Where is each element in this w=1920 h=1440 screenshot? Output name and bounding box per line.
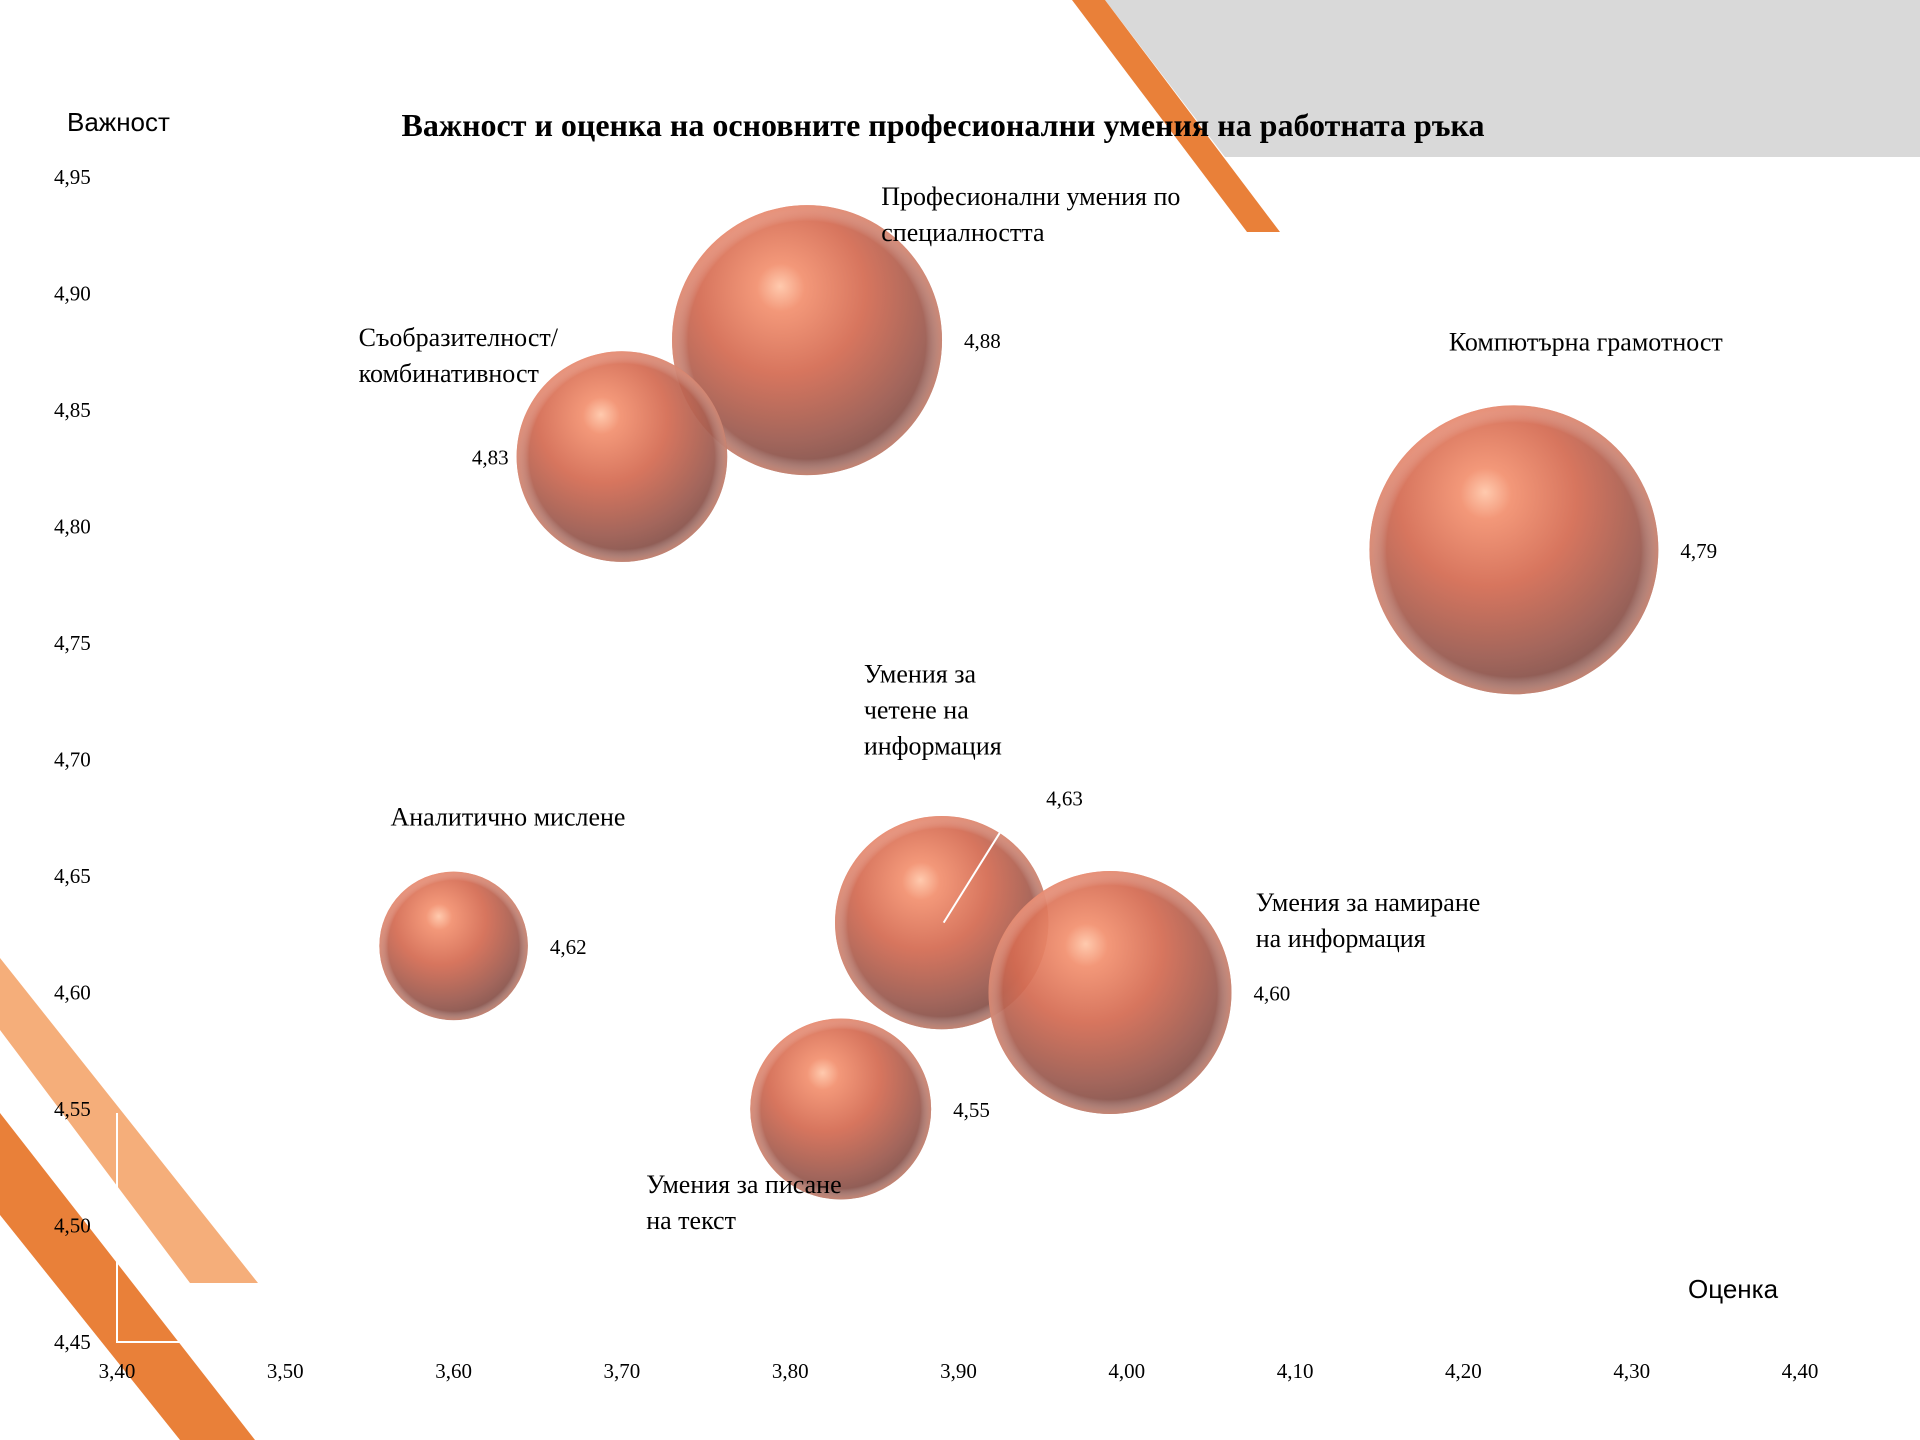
- x-tick-label: 3,40: [99, 1359, 136, 1383]
- x-axis-ticks: 3,40 3,50 3,60 3,70 3,80 3,90 4,00 4,10 4,20 4,30…: [99, 1359, 1819, 1383]
- bubble-name-label: Умения за писане на текст: [646, 1170, 841, 1235]
- y-tick-label: 4,60: [54, 981, 91, 1005]
- bubble-value-label: 4,62: [550, 935, 587, 959]
- y-tick-label: 4,85: [54, 398, 91, 422]
- y-tick-label: 4,95: [54, 165, 91, 189]
- x-tick-label: 3,50: [267, 1359, 304, 1383]
- y-tick-label: 4,80: [54, 515, 91, 539]
- bubble-name-label: Компютърна грамотност: [1449, 327, 1723, 356]
- y-tick-label: 4,75: [54, 631, 91, 655]
- peach-bottom-stripe: [0, 958, 258, 1283]
- bubble-rim: [988, 871, 1232, 1114]
- y-axis-label: Важност: [67, 107, 170, 137]
- x-axis-label: Оценка: [1688, 1274, 1779, 1304]
- bubble-value-label: 4,63: [1046, 786, 1083, 810]
- bubble-value-label: 4,83: [472, 446, 509, 470]
- bubble-rim: [379, 871, 528, 1021]
- bubble-value-label: 4,79: [1680, 539, 1717, 563]
- orange-top-stripe: [1072, 0, 1280, 232]
- y-tick-label: 4,55: [54, 1097, 91, 1121]
- bubble-value-label: 4,60: [1253, 982, 1290, 1006]
- x-tick-label: 3,70: [604, 1359, 641, 1383]
- x-tick-label: 4,10: [1277, 1359, 1314, 1383]
- bubble-name-label: Аналитично мислене: [390, 803, 625, 832]
- y-tick-label: 4,45: [54, 1330, 91, 1354]
- y-tick-label: 4,70: [54, 748, 91, 772]
- chart-title: Важност и оценка на основните професиона…: [402, 107, 1485, 143]
- x-tick-label: 3,80: [772, 1359, 809, 1383]
- x-tick-label: 4,30: [1613, 1359, 1650, 1383]
- x-tick-label: 4,20: [1445, 1359, 1482, 1383]
- bubble-name-label: Умения за намиране на информация: [1256, 888, 1481, 953]
- bubble-labels: Професионални умения по специалността 4,88…: [359, 182, 1723, 1235]
- x-tick-label: 4,00: [1108, 1359, 1145, 1383]
- orange-bottom-stripe: [0, 1113, 255, 1440]
- bubble-name-label: Умения за четене на информация: [864, 660, 1002, 761]
- leader-line: [942, 831, 1002, 924]
- bubble-value-label: 4,88: [964, 329, 1001, 353]
- bubble-rim: [672, 205, 943, 476]
- bubble-rim: [516, 351, 728, 562]
- y-axis-ticks: 4,45 4,50 4,55 4,60 4,65 4,70 4,75 4,80 4,85 4,90…: [54, 165, 91, 1354]
- y-tick-label: 4,65: [54, 864, 91, 888]
- white-bracket-line: [116, 1113, 185, 1343]
- bubble-rim: [1369, 405, 1659, 695]
- x-tick-label: 3,60: [435, 1359, 472, 1383]
- x-tick-label: 4,40: [1782, 1359, 1819, 1383]
- bubble-rim: [750, 1018, 932, 1200]
- y-tick-label: 4,90: [54, 282, 91, 306]
- bubble-value-label: 4,55: [953, 1098, 990, 1122]
- y-tick-label: 4,50: [54, 1214, 91, 1238]
- x-tick-label: 3,90: [940, 1359, 977, 1383]
- bubble-name-label: Съобразителност/комбинативност: [359, 323, 559, 388]
- bubbles: [379, 205, 1659, 1200]
- gray-header-band: [1105, 0, 1920, 157]
- bubble-name-label: Професионални умения по специалността: [881, 182, 1180, 247]
